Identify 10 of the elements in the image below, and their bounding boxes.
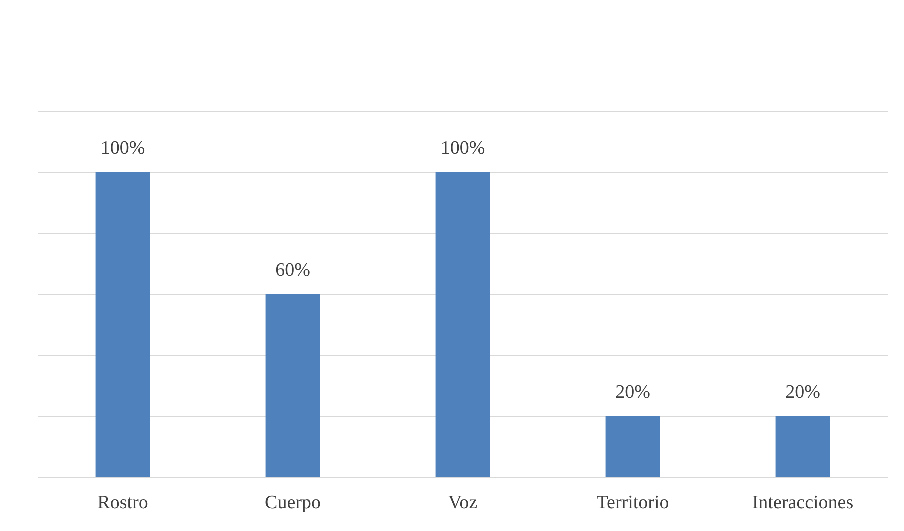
data-label: 60%	[276, 260, 311, 281]
x-tick-label: Rostro	[98, 492, 148, 514]
x-tick-label: Territorio	[596, 492, 670, 514]
x-tick-label: Interacciones	[752, 492, 854, 514]
x-tick-label: Cuerpo	[265, 492, 321, 514]
data-label: 100%	[100, 138, 146, 159]
x-tick-label: Voz	[448, 492, 478, 514]
data-label: 20%	[786, 382, 821, 403]
data-label: 100%	[440, 138, 486, 159]
data-label: 20%	[616, 382, 651, 403]
